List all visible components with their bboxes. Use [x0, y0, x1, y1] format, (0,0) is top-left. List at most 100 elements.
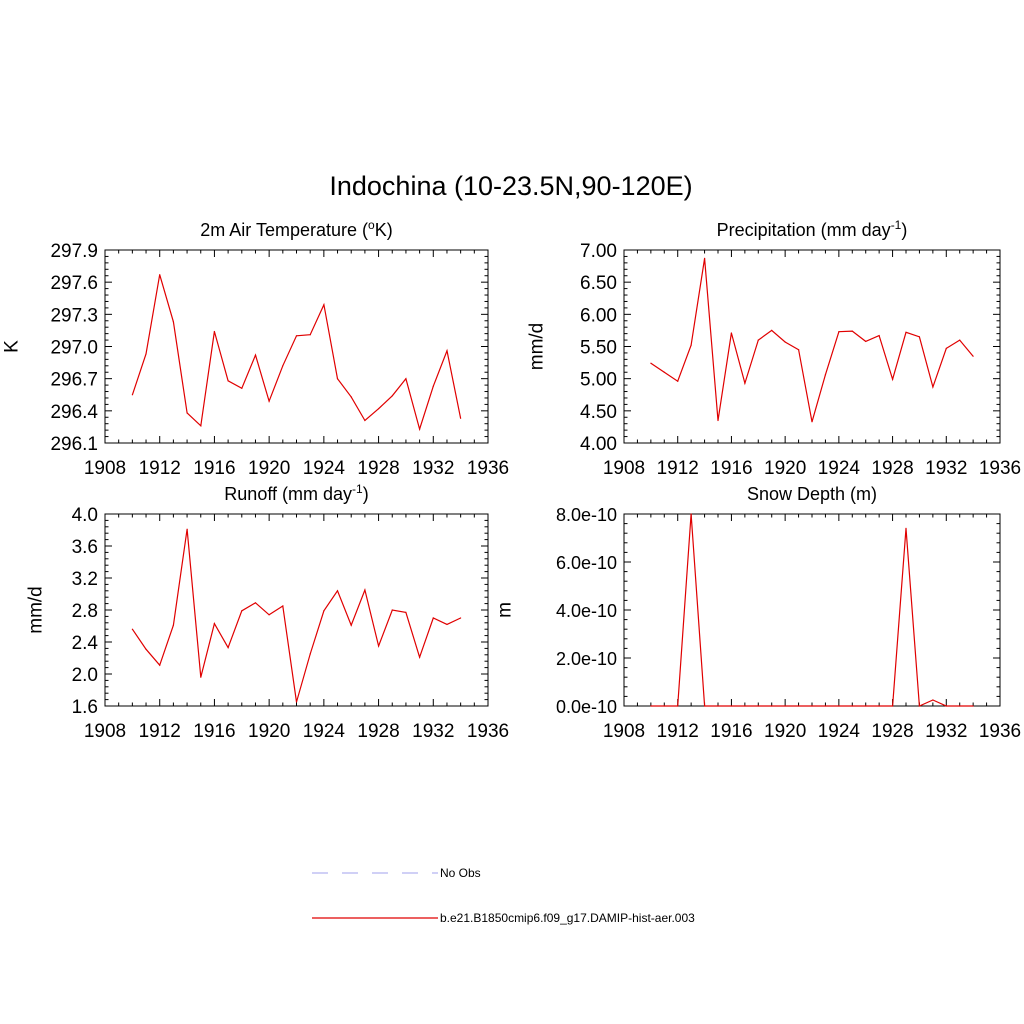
panel-title-suffix: )	[363, 484, 369, 504]
data-point	[757, 339, 759, 341]
figure-title: Indochina (10-23.5N,90-120E)	[329, 171, 692, 201]
data-point	[405, 378, 407, 380]
data-point	[650, 705, 652, 707]
data-point	[663, 705, 665, 707]
data-point	[865, 340, 867, 342]
x-tick-label: 1908	[84, 721, 126, 742]
data-point	[824, 705, 827, 707]
data-point	[131, 628, 133, 630]
y-tick-label: 0.0e-10	[556, 697, 617, 717]
data-point	[757, 705, 759, 707]
legend-label-2: b.e21.B1850cmip6.f09_g17.DAMIP-hist-aer.…	[440, 911, 695, 925]
plot-frame	[623, 513, 1001, 707]
data-point	[932, 386, 934, 388]
x-tick-label: 1928	[871, 458, 913, 479]
legend-label-1: No Obs	[440, 866, 481, 880]
data-point	[730, 705, 733, 707]
data-point	[704, 705, 706, 707]
series-line-1	[650, 258, 974, 422]
panel-title: 2m Air Temperature (oK)	[200, 218, 392, 240]
data-point	[918, 336, 921, 338]
data-point	[663, 371, 665, 373]
panel-title-superscript: o	[368, 218, 375, 232]
data-point	[323, 610, 325, 612]
data-point	[378, 408, 380, 410]
data-point	[690, 513, 692, 515]
data-point	[350, 624, 352, 626]
y-tick-label: 6.50	[580, 273, 617, 294]
y-tick-label: 296.4	[50, 402, 98, 423]
data-point	[364, 419, 366, 422]
data-point	[254, 354, 257, 356]
data-point	[771, 329, 773, 331]
x-tick-label: 1936	[467, 458, 509, 479]
data-point	[892, 705, 894, 707]
y-tick-label: 4.00	[580, 434, 617, 455]
data-point	[432, 385, 434, 387]
data-point	[391, 609, 393, 611]
data-point	[241, 387, 243, 389]
data-point	[784, 705, 786, 707]
data-point	[932, 699, 934, 701]
data-point	[677, 705, 679, 707]
data-point	[268, 400, 270, 402]
data-point	[309, 653, 311, 655]
panel-title: Runoff (mm day-1)	[224, 482, 368, 504]
x-tick-label: 1928	[871, 721, 913, 742]
y-axis-label: m	[495, 602, 516, 618]
panel-title-superscript: -1	[352, 482, 363, 496]
data-point	[717, 705, 719, 707]
data-point	[419, 656, 421, 658]
data-point	[851, 330, 853, 332]
data-point	[364, 589, 366, 591]
y-tick-label: 2.0	[72, 665, 98, 686]
y-tick-label: 4.0e-10	[556, 601, 617, 621]
data-point	[227, 647, 229, 649]
data-point	[282, 365, 284, 367]
chart-panel-2: Precipitation (mm day-1) 1908 1912 1916 1920…	[527, 218, 1022, 479]
y-tick-label: 4.0	[72, 505, 98, 526]
x-tick-label: 1908	[603, 458, 645, 479]
data-point	[378, 645, 380, 647]
y-tick-label: 297.3	[50, 305, 98, 326]
x-tick-label: 1908	[603, 721, 645, 742]
plot-frame	[104, 513, 489, 707]
chart-panel-4: Snow Depth (m) 1908 1912 1916 1920 1924 1928 19…	[495, 484, 1022, 742]
data-point	[878, 705, 880, 707]
data-point	[972, 355, 974, 357]
x-tick-label: 1912	[139, 721, 181, 742]
y-tick-label: 296.1	[50, 434, 98, 455]
data-point	[959, 705, 961, 707]
y-tick-label: 7.00	[580, 241, 617, 262]
panel-title-main: Runoff (mm day	[224, 484, 352, 504]
x-tick-label: 1932	[925, 458, 967, 479]
data-point	[227, 380, 229, 382]
y-tick-label: 3.6	[72, 537, 98, 558]
data-point	[878, 335, 880, 337]
data-point	[432, 617, 434, 619]
data-point	[945, 347, 947, 349]
data-point	[650, 362, 652, 364]
series-line-1	[131, 529, 461, 703]
chart-panel-3: Runoff (mm day-1) 1908 1912 1916 1920 1924 192…	[26, 482, 510, 742]
data-point	[309, 334, 311, 336]
data-point	[945, 705, 947, 707]
y-tick-label: 1.6	[72, 697, 98, 718]
y-tick-label: 6.00	[580, 305, 617, 326]
x-tick-label: 1912	[139, 458, 181, 479]
data-point	[824, 374, 827, 376]
data-point	[905, 527, 907, 530]
data-point	[131, 394, 133, 396]
data-point	[771, 705, 773, 707]
data-point	[405, 611, 407, 614]
plot-frame	[104, 249, 489, 444]
panel-title-superscript: -1	[891, 218, 902, 232]
data-point	[159, 274, 161, 276]
data-point	[159, 664, 161, 666]
y-axis-label: mm/d	[527, 323, 548, 371]
x-tick-label: 1916	[193, 458, 235, 479]
data-point	[811, 421, 813, 423]
data-point	[959, 339, 961, 341]
data-point	[282, 605, 284, 607]
x-tick-label: 1912	[657, 458, 699, 479]
